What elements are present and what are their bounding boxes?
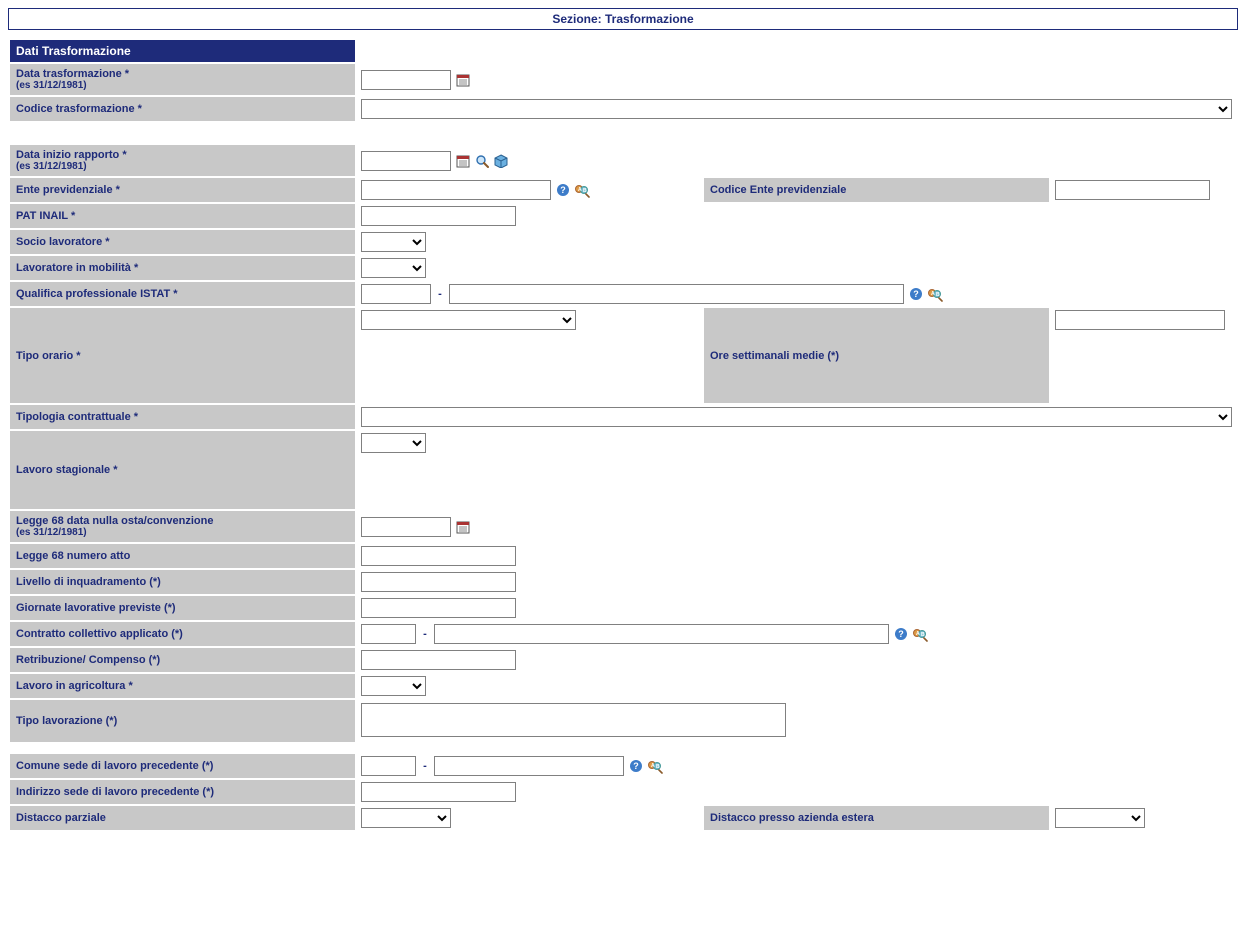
abc-search-icon[interactable]: [928, 287, 943, 302]
label-lavoro-stagionale: Lavoro stagionale *: [10, 431, 355, 509]
textarea-tipo-lavorazione[interactable]: [361, 703, 786, 737]
input-comune-sede-code[interactable]: [361, 756, 416, 776]
label-ente-previdenziale: Ente previdenziale *: [10, 178, 355, 202]
label-codice-trasformazione: Codice trasformazione *: [10, 97, 355, 121]
label-socio-lavoratore: Socio lavoratore *: [10, 230, 355, 254]
label-tipologia-contrattuale: Tipologia contrattuale *: [10, 405, 355, 429]
help-icon[interactable]: [909, 287, 923, 301]
section-header-dati-trasformazione: Dati Trasformazione: [10, 40, 355, 62]
input-data-trasformazione[interactable]: [361, 70, 451, 90]
abc-search-icon[interactable]: [575, 183, 590, 198]
input-qualifica-istat-code[interactable]: [361, 284, 431, 304]
separator: -: [438, 288, 442, 300]
abc-search-icon[interactable]: [913, 627, 928, 642]
label-retribuzione: Retribuzione/ Compenso (*): [10, 648, 355, 672]
select-lavoro-stagionale[interactable]: [361, 433, 426, 453]
label-pat-inail: PAT INAIL *: [10, 204, 355, 228]
select-distacco-parziale[interactable]: [361, 808, 451, 828]
label-distacco-parziale: Distacco parziale: [10, 806, 355, 830]
label-livello-inquadramento: Livello di inquadramento (*): [10, 570, 355, 594]
magnify-icon[interactable]: [475, 154, 489, 168]
label-tipo-orario: Tipo orario *: [10, 308, 355, 403]
select-socio-lavoratore[interactable]: [361, 232, 426, 252]
help-icon[interactable]: [556, 183, 570, 197]
select-tipologia-contrattuale[interactable]: [361, 407, 1232, 427]
separator: -: [423, 760, 427, 772]
abc-search-icon[interactable]: [648, 759, 663, 774]
select-tipo-orario[interactable]: [361, 310, 576, 330]
input-ente-previdenziale[interactable]: [361, 180, 551, 200]
form-table: Dati Trasformazione Data trasformazione …: [8, 38, 1238, 832]
help-icon[interactable]: [894, 627, 908, 641]
label-lavoratore-mobilita: Lavoratore in mobilità *: [10, 256, 355, 280]
input-codice-ente-previdenziale[interactable]: [1055, 180, 1210, 200]
calendar-icon[interactable]: [456, 154, 470, 168]
select-lavoratore-mobilita[interactable]: [361, 258, 426, 278]
input-legge68-numero-atto[interactable]: [361, 546, 516, 566]
calendar-icon[interactable]: [456, 73, 470, 87]
label-contratto-collettivo: Contratto collettivo applicato (*): [10, 622, 355, 646]
label-comune-sede-precedente: Comune sede di lavoro precedente (*): [10, 754, 355, 778]
label-legge68-numero-atto: Legge 68 numero atto: [10, 544, 355, 568]
input-qualifica-istat-desc[interactable]: [449, 284, 904, 304]
input-pat-inail[interactable]: [361, 206, 516, 226]
label-distacco-estera: Distacco presso azienda estera: [704, 806, 1049, 830]
label-ore-settimanali: Ore settimanali medie (*): [704, 308, 1049, 403]
input-legge68-nulla-osta[interactable]: [361, 517, 451, 537]
section-title: Sezione: Trasformazione: [8, 8, 1238, 30]
input-contratto-collettivo-code[interactable]: [361, 624, 416, 644]
input-comune-sede-desc[interactable]: [434, 756, 624, 776]
label-qualifica-istat: Qualifica professionale ISTAT *: [10, 282, 355, 306]
separator: -: [423, 628, 427, 640]
input-data-inizio-rapporto[interactable]: [361, 151, 451, 171]
label-legge68-nulla-osta: Legge 68 data nulla osta/convenzione (es…: [10, 511, 355, 542]
input-ore-settimanali[interactable]: [1055, 310, 1225, 330]
input-livello-inquadramento[interactable]: [361, 572, 516, 592]
label-codice-ente-previdenziale: Codice Ente previdenziale: [704, 178, 1049, 202]
cube-icon[interactable]: [494, 154, 508, 168]
label-indirizzo-sede-precedente: Indirizzo sede di lavoro precedente (*): [10, 780, 355, 804]
label-data-trasformazione: Data trasformazione * (es 31/12/1981): [10, 64, 355, 95]
calendar-icon[interactable]: [456, 520, 470, 534]
label-tipo-lavorazione: Tipo lavorazione (*): [10, 700, 355, 742]
input-contratto-collettivo-desc[interactable]: [434, 624, 889, 644]
input-indirizzo-sede-precedente[interactable]: [361, 782, 516, 802]
input-giornate-lavorative[interactable]: [361, 598, 516, 618]
label-data-inizio-rapporto: Data inizio rapporto * (es 31/12/1981): [10, 145, 355, 176]
select-codice-trasformazione[interactable]: [361, 99, 1232, 119]
select-distacco-estera[interactable]: [1055, 808, 1145, 828]
label-giornate-lavorative: Giornate lavorative previste (*): [10, 596, 355, 620]
input-retribuzione[interactable]: [361, 650, 516, 670]
label-lavoro-agricoltura: Lavoro in agricoltura *: [10, 674, 355, 698]
select-lavoro-agricoltura[interactable]: [361, 676, 426, 696]
help-icon[interactable]: [629, 759, 643, 773]
